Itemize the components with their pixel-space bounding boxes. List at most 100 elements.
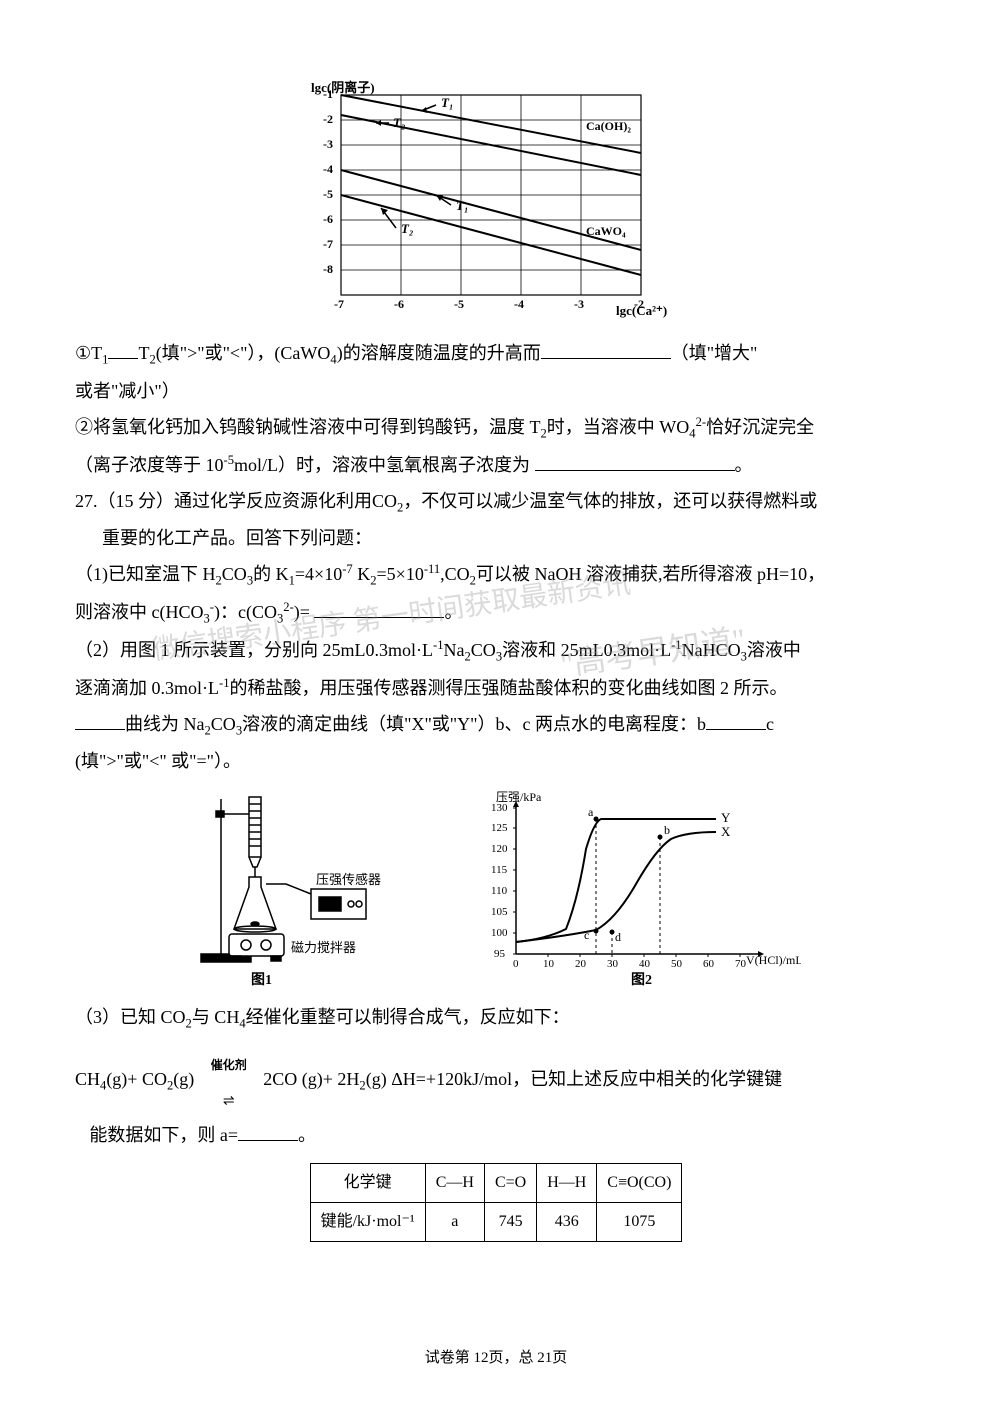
- q1-l3a: ②将氢氧化钙加入钨酸钠碱性溶液中可得到钨酸钙，温度 T: [75, 417, 541, 437]
- svg-text:b: b: [664, 823, 670, 837]
- q27-header: 27.（15 分）通过化学反应资源化利用CO2，不仅可以减少温室气体的排放，还可…: [75, 483, 917, 521]
- q27-3a: （3）已知 CO: [75, 1007, 186, 1027]
- th-coco: C≡O(CO): [597, 1164, 682, 1203]
- eq-r2: (g) ΔH=+120kJ/mol，已知上述反应中相关的化学键键: [366, 1069, 782, 1089]
- th-ch: C—H: [425, 1164, 484, 1203]
- q27-3c: 经催化重整可以制得合成气，反应如下：: [246, 1007, 570, 1027]
- svg-text:X: X: [721, 824, 731, 839]
- svg-text:-2: -2: [634, 297, 644, 311]
- q27-1g: ,CO: [440, 564, 470, 584]
- q1-l4b: mol/L）时，溶液中氢氧根离子浓度为: [234, 455, 530, 475]
- q27-p2-3: 曲线为 Na2CO3溶液的滴定曲线（填"X"或"Y"）b、c 两点水的电离程度：…: [75, 706, 917, 744]
- svg-text:-6: -6: [323, 212, 333, 226]
- td-436: 436: [537, 1203, 597, 1242]
- q1-line3: ②将氢氧化钙加入钨酸钠碱性溶液中可得到钨酸钙，温度 T2时，当溶液中 WO42-…: [75, 409, 917, 447]
- td-745: 745: [484, 1203, 536, 1242]
- q27-h1: 27.（15 分）通过化学反应资源化利用CO: [75, 491, 397, 511]
- chart1-svg: lgc(阴离子) lgc(Ca²⁺) T₁: [281, 80, 711, 320]
- svg-text:-4: -4: [514, 297, 524, 311]
- svg-text:-5: -5: [454, 297, 464, 311]
- q27-p2c: CO: [471, 640, 496, 660]
- q1-solub: )的溶解度随温度的升高而: [337, 343, 541, 363]
- eq-l2: (g)+ CO: [106, 1069, 167, 1089]
- chart1-ylabel: lgc(阴离子): [311, 80, 375, 95]
- svg-text:T₂: T₂: [393, 115, 405, 130]
- diagram1-svg: 压强传感器 磁力搅拌器 图1: [191, 789, 451, 989]
- q27-2c: )=: [294, 602, 310, 622]
- svg-text:60: 60: [703, 958, 715, 970]
- svg-text:图2: 图2: [631, 972, 652, 988]
- q27-p2h: 的稀盐酸，用压强传感器测得压强随盐酸体积的变化曲线如图 2 所示。: [230, 678, 788, 698]
- svg-text:0: 0: [513, 958, 519, 970]
- table-row: 键能/kJ·mol⁻¹ a 745 436 1075: [310, 1203, 682, 1242]
- q27-1b: CO: [222, 564, 247, 584]
- q1-l4c: 。: [735, 455, 753, 475]
- svg-text:-3: -3: [323, 137, 333, 151]
- q27-h2: ，不仅可以减少温室气体的排放，还可以获得燃料或: [403, 491, 817, 511]
- diagram-row: 压强传感器 磁力搅拌器 图1 压强/kPa V(HCl)/mL 95 100 1…: [75, 789, 917, 989]
- chart1-container: lgc(阴离子) lgc(Ca²⁺) T₁: [75, 80, 917, 320]
- td-label: 键能/kJ·mol⁻¹: [310, 1203, 425, 1242]
- svg-text:a: a: [588, 805, 594, 819]
- q27-2d: 。: [444, 602, 462, 622]
- svg-text:T₂: T₂: [401, 221, 413, 236]
- q27-1c: 的 K: [253, 564, 289, 584]
- svg-text:-7: -7: [334, 297, 344, 311]
- td-1075: 1075: [597, 1203, 682, 1242]
- q1-fill2: （填"增大": [671, 343, 758, 363]
- svg-text:30: 30: [607, 958, 619, 970]
- svg-text:-8: -8: [323, 262, 333, 276]
- q27-1: （1)已知室温下 H2CO3的 K1=4×10-7 K2=5×10-11,CO2…: [75, 556, 917, 594]
- svg-text:20: 20: [575, 958, 587, 970]
- q27-1a: （1)已知室温下 H: [75, 564, 216, 584]
- q1-line2: 或者"减小"）: [75, 373, 917, 409]
- svg-text:d: d: [615, 930, 621, 944]
- q27-2: 则溶液中 c(HCO3-)：c(CO32-)= 。: [75, 594, 917, 632]
- eq-l3: (g): [173, 1069, 194, 1089]
- svg-text:V(HCl)/mL: V(HCl)/mL: [746, 953, 801, 967]
- svg-text:-5: -5: [323, 187, 333, 201]
- q1-t1: ①T: [75, 343, 102, 363]
- svg-text:110: 110: [491, 885, 508, 897]
- q1-l3c: 恰好沉淀完全: [706, 417, 814, 437]
- q1-fill: (填">"或"<"），(CaWO: [156, 343, 331, 363]
- eq-r1: 2CO (g)+ 2H: [263, 1069, 359, 1089]
- svg-text:40: 40: [639, 958, 651, 970]
- reaction-arrow: 催化剂 ⇌: [199, 1045, 259, 1117]
- table-header-row: 化学键 C—H C=O H—H C≡O(CO): [310, 1164, 682, 1203]
- q1-t2: T: [138, 343, 149, 363]
- q1-l3b: 时，当溶液中 WO: [547, 417, 690, 437]
- th-hh: H—H: [537, 1164, 597, 1203]
- svg-text:-6: -6: [394, 297, 404, 311]
- svg-text:115: 115: [491, 864, 508, 876]
- svg-text:70: 70: [735, 958, 747, 970]
- svg-text:-4: -4: [323, 162, 333, 176]
- q27-p2j: CO: [211, 714, 236, 734]
- q27-p2l: c: [766, 714, 774, 734]
- q27-p2i: 曲线为 Na: [125, 714, 205, 734]
- q1-line4: （离子浓度等于 10-5mol/L）时，溶液中氢氧根离子浓度为 。: [75, 447, 917, 483]
- q27-2a: 则溶液中 c(HCO: [75, 602, 204, 622]
- q27-3: （3）已知 CO2与 CH4经催化重整可以制得合成气，反应如下：: [75, 999, 917, 1037]
- svg-text:压强传感器: 压强传感器: [316, 872, 381, 887]
- th-co: C=O: [484, 1164, 536, 1203]
- bond-energy-table: 化学键 C—H C=O H—H C≡O(CO) 键能/kJ·mol⁻¹ a 74…: [310, 1163, 683, 1242]
- q27-p2g: 逐滴滴加 0.3mol·L: [75, 678, 219, 698]
- eq-l2a: 能数据如下，则 a=: [89, 1125, 238, 1145]
- q27-p2a: （2）用图 1 所示装置，分别向 25mL0.3mol·L: [75, 640, 433, 660]
- q27-line2: 重要的化工产品。回答下列问题：: [75, 520, 917, 556]
- svg-text:Y: Y: [721, 810, 731, 825]
- q27-1h: 可以被 NaOH 溶液捕获,若所得溶液 pH=10，: [476, 564, 825, 584]
- q27-1d: =4×10: [295, 564, 342, 584]
- svg-text:100: 100: [491, 927, 508, 939]
- q27-p2-1: （2）用图 1 所示装置，分别向 25mL0.3mol·L-1Na2CO3溶液和…: [75, 632, 917, 670]
- q1-line1: ①T1T2(填">"或"<"），(CaWO4)的溶解度随温度的升高而（填"增大": [75, 335, 917, 373]
- th-bond: 化学键: [310, 1164, 425, 1203]
- svg-text:-1: -1: [323, 87, 333, 101]
- q27-p2-2: 逐滴滴加 0.3mol·L-1的稀盐酸，用压强传感器测得压强随盐酸体积的变化曲线…: [75, 670, 917, 706]
- q27-p2f: 溶液中: [747, 640, 801, 660]
- q27-p2d: 溶液和 25mL0.3mol·L: [502, 640, 671, 660]
- q27-3b: 与 CH: [192, 1007, 240, 1027]
- td-a: a: [425, 1203, 484, 1242]
- q27-p2-4: (填">"或"<" 或"="）。: [75, 743, 917, 779]
